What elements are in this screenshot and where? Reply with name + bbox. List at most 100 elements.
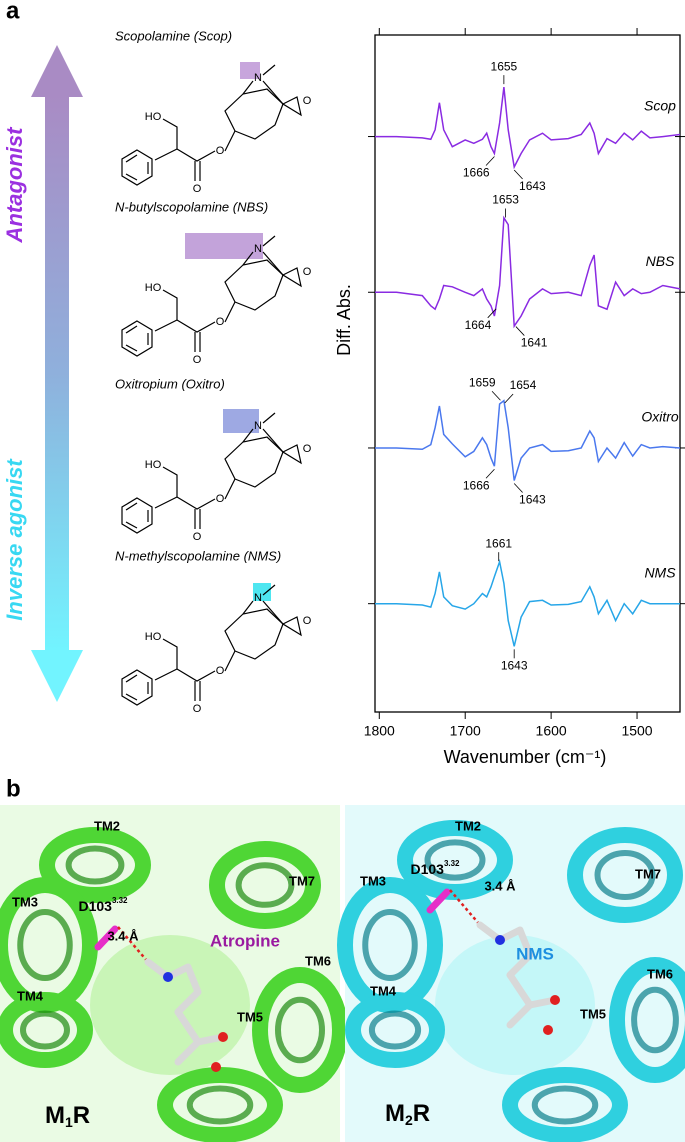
helix-shadow [435,935,595,1075]
panel-label: b [6,775,21,802]
bond [162,118,178,149]
bond [281,444,302,465]
series-label: NMS [644,564,676,580]
peak-label: 1659 [469,375,496,389]
ligand-label: NMS [516,944,554,963]
peak-label: 1654 [510,378,537,392]
receptor-sub: 2 [405,1112,413,1128]
atom-label: HO [145,459,162,471]
peak-leader [485,156,495,166]
residue-stick [94,925,119,951]
peak-label: 1641 [521,336,548,350]
spectrum-line [375,399,681,481]
residue-label: D1033.32 [410,859,460,877]
helix-label: TM5 [580,1006,606,1021]
helix-inner [65,845,125,885]
helix-inner [362,909,418,981]
panel-label: a [6,0,20,24]
helix-inner [235,862,295,908]
residue-label: D1033.32 [78,896,128,914]
series-label: Scop [644,97,676,113]
helix-label: TM6 [647,966,673,981]
bond [154,148,178,161]
atom-label: O [193,703,202,715]
x-axis-label: Wavenumber (cm⁻¹) [444,747,607,767]
bond [262,235,276,247]
residue-number: 3.32 [112,896,128,905]
bond [125,173,138,181]
bond [242,600,254,615]
peak-label: 1643 [501,659,528,673]
peak-leader [487,308,497,319]
bond [154,319,178,332]
bond [224,650,236,672]
helix-label: TM3 [360,873,386,888]
spectrum-line [375,87,681,170]
bond [224,88,284,140]
receptor-view: TM2 TM3 TM7 TM4 TM6 TM5 D1033.32 3.4 Å NMS M2R [337,805,685,1142]
helix-outer [609,957,685,1083]
atom-label: O [216,145,225,157]
highlight-box [253,583,271,601]
bond [281,267,302,288]
helix-inner [186,1085,254,1125]
hbond [117,926,149,963]
ligand-label: Atropine [210,931,280,950]
helix-shadow [90,935,250,1075]
receptor-label: M1R [45,1102,90,1129]
helix-inner [20,1010,70,1050]
bond [154,496,178,509]
bond [121,497,153,534]
hbond [449,889,481,926]
helix-outer [209,841,321,929]
bond [162,466,178,497]
gradient-arrow [31,45,83,702]
bond [242,428,254,443]
x-tick-label: 1700 [450,723,481,739]
peak-leader [491,391,501,401]
bond [224,478,236,500]
helix-inner [17,909,73,981]
atom-label: N [254,243,262,255]
compound-name: N-butylscopolamine (NBS) [115,199,268,214]
atom-label: O [193,531,202,543]
y-axis-label: Diff. Abs. [334,284,354,356]
bond [162,638,178,669]
bond [224,608,284,660]
peak-label: 1655 [491,59,518,73]
helix-inner [594,850,656,900]
atom-label: O [303,266,312,278]
peak-label: 1666 [463,478,490,492]
bond [262,584,276,596]
bond [262,600,284,625]
oxygen-atom [543,1025,553,1035]
bond [176,496,216,510]
oxygen-atom [550,995,560,1005]
bond [262,251,284,276]
bond [176,668,216,682]
receptor-end: R [73,1102,90,1129]
helix-label: TM6 [305,953,331,968]
bond [125,521,138,529]
helix-inner [631,986,679,1054]
bond [262,428,284,453]
atom-label: O [216,493,225,505]
peak-leader [513,169,523,180]
bond [224,436,284,488]
bond [176,148,216,162]
highlight-box [185,233,263,259]
residue-stick [426,888,451,914]
atom-label: O [303,443,312,455]
peak-leader [515,326,525,336]
x-tick-label: 1800 [364,723,395,739]
bond [125,154,138,163]
helix-inner [424,839,486,881]
helix-outer [39,827,151,903]
bond [154,668,178,681]
distance-label: 3.4 Å [107,928,139,943]
helix-inner [531,1085,599,1125]
receptor-label: M2R [385,1100,430,1127]
receptor-end: R [413,1100,430,1127]
bond [262,64,276,76]
